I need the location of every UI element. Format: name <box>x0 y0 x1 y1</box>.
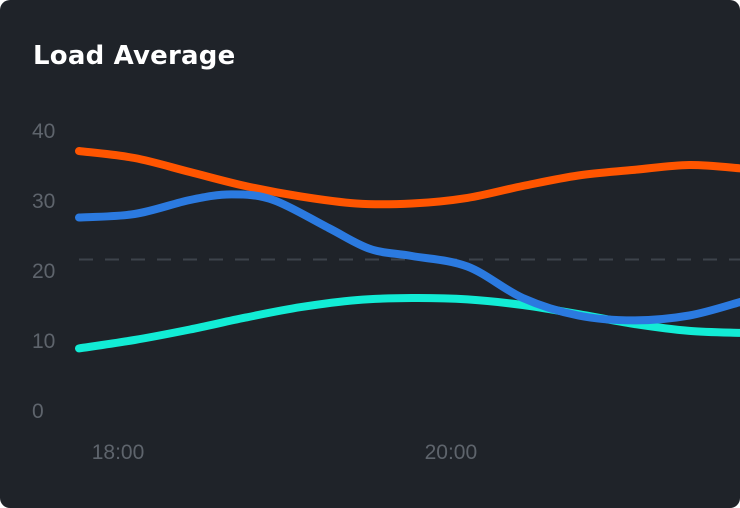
x-tick-label: 20:00 <box>425 441 478 464</box>
series-line-1 <box>75 190 740 325</box>
y-tick-label: 40 <box>32 120 55 143</box>
y-tick-label: 30 <box>32 190 55 213</box>
chart-title: Load Average <box>33 41 236 71</box>
y-tick-label: 10 <box>32 330 55 353</box>
y-tick-label: 20 <box>32 260 55 283</box>
series-line-0 <box>75 147 740 209</box>
y-tick-label: 0 <box>32 400 44 423</box>
x-tick-label: 18:00 <box>92 441 145 464</box>
